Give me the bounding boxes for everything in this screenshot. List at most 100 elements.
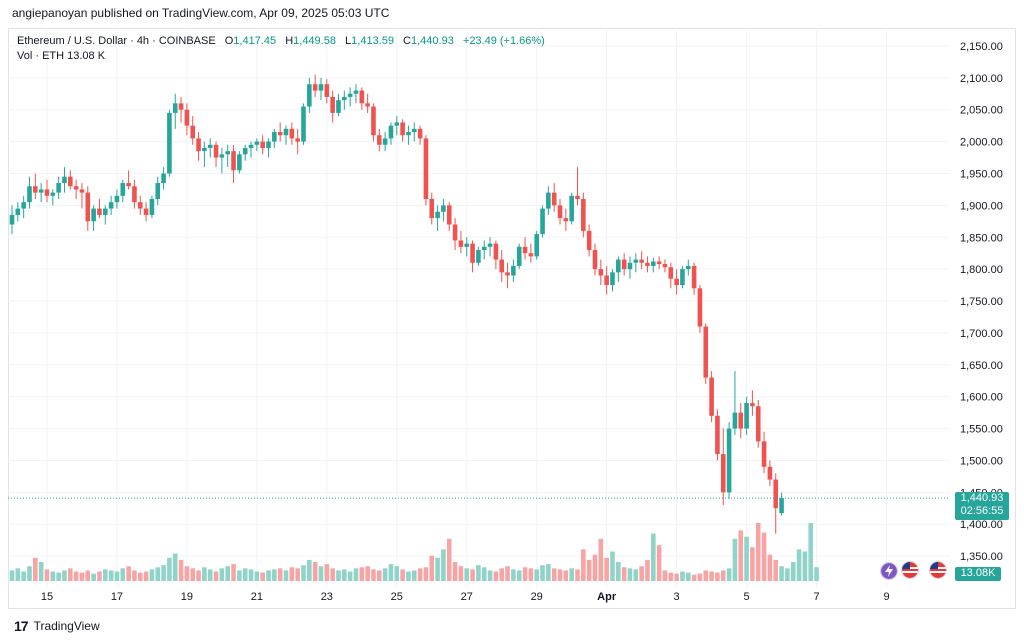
footer-brand[interactable]: 17 TradingView (14, 618, 100, 634)
price-tick-label: 1,750.00 (960, 296, 1003, 308)
candle-body (21, 202, 26, 209)
candle-countdown: 02:56:55 (960, 505, 1004, 517)
volume-bar (254, 571, 260, 581)
volume-bar (382, 568, 388, 581)
volume-bar (388, 564, 394, 581)
candle-body (114, 195, 120, 203)
candle-body (330, 96, 335, 113)
volume-bar (610, 551, 615, 581)
volume-bar (225, 566, 231, 581)
candle-body (651, 261, 656, 266)
volume-bar (668, 572, 674, 581)
volume-bar (137, 572, 143, 581)
candle-body (522, 246, 528, 254)
volume-bar (33, 557, 38, 581)
volume-bar (790, 562, 796, 581)
volume-bar (266, 570, 271, 581)
last-price-tag: 1,440.93 02:56:55 (955, 492, 1009, 520)
volume-bar (196, 570, 201, 581)
volume-bar (808, 523, 814, 581)
candle-body (342, 96, 347, 101)
volume-bar (546, 564, 551, 581)
candle-body (505, 272, 510, 276)
volume-bar (656, 545, 662, 581)
volume-bar (190, 568, 196, 581)
volume-bar (213, 571, 219, 581)
volume-bar (38, 562, 44, 581)
candle-body (318, 84, 324, 91)
candle-body (50, 192, 56, 196)
candle-body (207, 144, 213, 148)
volume-legend: Vol · ETH 13.08 K (17, 50, 105, 62)
volume-bar (435, 557, 440, 581)
volume-bar (464, 568, 470, 581)
publisher-line: angiepanoyan published on TradingView.co… (12, 6, 390, 20)
candle-body (592, 250, 598, 270)
candle-body (231, 151, 236, 171)
lightning-event-icon[interactable] (880, 562, 898, 580)
candle-body (773, 479, 779, 509)
candle-body (668, 267, 674, 279)
candle-body (137, 202, 143, 209)
candle-body (761, 441, 767, 467)
candle-body (382, 138, 388, 145)
volume-bar (755, 523, 761, 581)
volume-bar (371, 569, 376, 581)
volume-label: Vol · ETH (17, 50, 65, 62)
volume-bar (476, 565, 481, 581)
candle-body (178, 103, 184, 110)
volume-bar (516, 570, 522, 581)
volume-bar (651, 533, 656, 581)
symbol-title: Ethereum / U.S. Dollar · 4h · COINBASE (17, 35, 216, 47)
volume-bar (272, 569, 277, 581)
candle-body (569, 195, 574, 222)
volume-bar (132, 570, 137, 581)
candle-body (254, 141, 260, 145)
candle-body (196, 138, 201, 152)
volume-bar (202, 567, 207, 581)
candle-body (371, 106, 376, 136)
volume-bar (277, 568, 283, 581)
candle-body (400, 122, 405, 136)
candle-body (493, 243, 499, 260)
candle-body (365, 103, 370, 107)
candle-body (394, 122, 400, 126)
candle-body (458, 240, 464, 247)
candle-body (534, 234, 539, 257)
candle-body (27, 186, 32, 203)
time-tick-label: 23 (321, 591, 333, 603)
volume-bar (155, 567, 161, 581)
volume-bar (575, 569, 580, 581)
candle-body (91, 208, 96, 222)
volume-bar (376, 570, 382, 581)
volume-bar (417, 568, 423, 581)
us-flag-event-icon-2[interactable] (929, 561, 947, 579)
open-label: O (224, 35, 234, 47)
us-flag-event-icon[interactable] (901, 561, 919, 579)
candle-body (435, 211, 440, 219)
candle-body (172, 103, 178, 113)
volume-value: 13.08 K (67, 50, 106, 62)
time-tick-label: 19 (181, 591, 193, 603)
volume-bar (493, 571, 499, 581)
candle-body (213, 144, 219, 158)
volume-bar (126, 566, 131, 581)
volume-bar (21, 571, 26, 581)
candle-body (15, 208, 21, 215)
candle-body (301, 106, 306, 142)
time-tick-label: 9 (883, 591, 889, 603)
candle-body (353, 90, 359, 94)
candle-body (487, 243, 493, 247)
volume-bar (50, 571, 56, 581)
volume-bar (44, 569, 50, 581)
ohlc-legend: Ethereum / U.S. Dollar · 4h · COINBASE O… (17, 34, 545, 49)
volume-bar (581, 549, 586, 581)
time-tick-label: 7 (813, 591, 819, 603)
candle-body (732, 412, 738, 429)
candle-body (277, 132, 283, 136)
volume-bar (785, 568, 790, 581)
volume-bar (551, 568, 557, 581)
volume-bar (336, 570, 341, 581)
volume-bar (697, 573, 703, 581)
